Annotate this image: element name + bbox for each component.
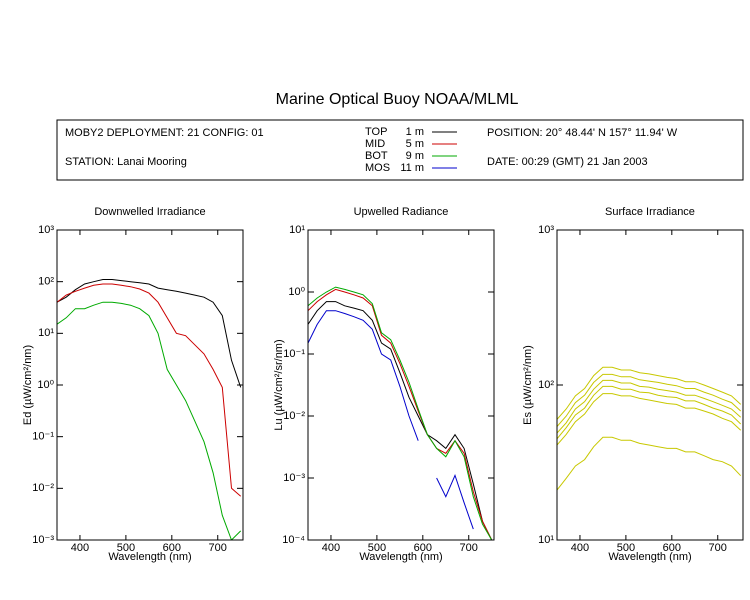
- spectrum-line: [57, 279, 242, 388]
- spectrum-line: [557, 385, 742, 440]
- info-box: [56, 119, 744, 181]
- spectrum-line: [557, 379, 742, 434]
- x-tick-label: 600: [414, 542, 432, 554]
- x-tick-label: 500: [368, 542, 386, 554]
- spectrum-line: [557, 373, 742, 427]
- y-tick-label: 10⁻⁴: [282, 534, 305, 546]
- date: DATE: 00:29 (GMT) 21 Jan 2003: [487, 156, 648, 168]
- x-tick-label: 500: [117, 542, 135, 554]
- legend-name: MOS: [365, 162, 390, 174]
- spectrum-line: [308, 310, 474, 530]
- x-tick-label: 700: [209, 542, 227, 554]
- station: STATION: Lanai Mooring: [65, 156, 187, 168]
- x-axis-label: Wavelength (nm): [359, 551, 442, 563]
- spectrum-line: [308, 286, 493, 540]
- y-tick-label: 10⁻²: [283, 410, 305, 422]
- x-tick-label: 700: [709, 542, 727, 554]
- y-tick-label: 10³: [538, 224, 554, 236]
- y-tick-label: 10¹: [538, 534, 554, 546]
- x-axis-label: Wavelength (nm): [108, 551, 191, 563]
- y-axis-label: Es (µW/cm²/nm): [522, 345, 534, 425]
- y-tick-label: 10⁻¹: [283, 348, 305, 360]
- y-tick-label: 10⁰: [37, 379, 54, 391]
- spectrum-line: [557, 393, 742, 446]
- x-tick-label: 500: [617, 542, 635, 554]
- spectrum-line: [57, 283, 242, 497]
- spectrum-line: [57, 301, 242, 540]
- x-tick-label: 400: [322, 542, 340, 554]
- legend-name: BOT: [365, 150, 388, 162]
- subplot-title: Downwelled Irradiance: [94, 206, 205, 218]
- spectrum-line: [557, 366, 742, 420]
- legend-depth: 5 m: [406, 138, 424, 150]
- x-tick-label: 400: [571, 542, 589, 554]
- legend-depth: 11 m: [400, 162, 424, 174]
- subplot-title: Upwelled Radiance: [354, 206, 449, 218]
- page-title: Marine Optical Buoy NOAA/MLML: [276, 91, 519, 108]
- y-tick-label: 10¹: [38, 327, 54, 339]
- spectrum-line: [557, 436, 742, 491]
- y-tick-label: 10⁻¹: [32, 431, 54, 443]
- deployment: MOBY2 DEPLOYMENT: 21 CONFIG: 01: [65, 127, 264, 139]
- y-tick-label: 10⁻³: [32, 534, 54, 546]
- subplot-title: Surface Irradiance: [605, 206, 695, 218]
- spectrum-line: [308, 288, 493, 540]
- legend-name: MID: [365, 138, 385, 150]
- y-axis-label: Ed (µW/cm²/nm): [22, 345, 34, 425]
- y-tick-label: 10⁻³: [283, 472, 305, 484]
- x-tick-label: 600: [663, 542, 681, 554]
- position: POSITION: 20° 48.44' N 157° 11.94' W: [487, 127, 678, 139]
- x-axis-label: Wavelength (nm): [608, 551, 691, 563]
- legend-name: TOP: [365, 126, 387, 138]
- plot-frame: [556, 229, 744, 541]
- legend-depth: 9 m: [406, 150, 424, 162]
- y-tick-label: 10²: [538, 379, 554, 391]
- plot-frame: [56, 229, 244, 541]
- y-tick-label: 10¹: [289, 224, 305, 236]
- legend-depth: 1 m: [406, 126, 424, 138]
- y-tick-label: 10⁰: [288, 286, 305, 298]
- x-tick-label: 400: [71, 542, 89, 554]
- y-tick-label: 10²: [38, 276, 54, 288]
- y-axis-label: Lu (µW/cm²/sr/nm): [273, 339, 285, 430]
- x-tick-label: 600: [163, 542, 181, 554]
- x-tick-label: 700: [460, 542, 478, 554]
- y-tick-label: 10³: [38, 224, 54, 236]
- plot-frame: [307, 229, 495, 541]
- y-tick-label: 10⁻²: [32, 482, 54, 494]
- spectrum-line: [308, 301, 493, 540]
